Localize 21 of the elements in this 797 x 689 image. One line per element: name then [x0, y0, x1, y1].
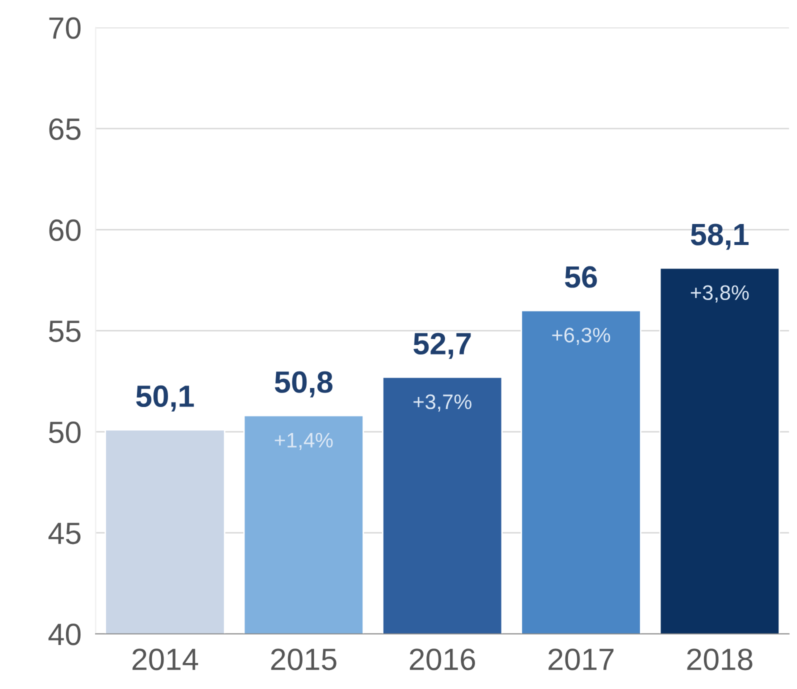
y-tick-label: 40 — [48, 624, 81, 646]
y-tick-label: 70 — [49, 17, 81, 39]
y-tick-label: 45 — [48, 522, 80, 544]
annotation: +3,7% — [414, 394, 472, 412]
data-label: 56 — [564, 266, 597, 288]
x-tick-label: 2015 — [271, 648, 336, 670]
x-tick-label: 2016 — [410, 648, 475, 670]
annotation: +3,8% — [690, 285, 749, 302]
x-tick-label: 2014 — [132, 648, 198, 670]
x-tick-label: 2017 — [548, 648, 614, 670]
data-label: 50,1 — [136, 385, 194, 412]
data-label: 52,7 — [414, 332, 471, 359]
y-tick-label: 50 — [48, 422, 81, 444]
x-tick-label: 2018 — [687, 648, 752, 670]
y-tick-label: 55 — [48, 320, 80, 342]
annotation: +1,4% — [274, 432, 333, 450]
data-label: 50,8 — [274, 371, 332, 398]
y-tick-label: 65 — [49, 118, 80, 140]
data-label: 58,1 — [690, 224, 749, 250]
y-tick-label: 60 — [49, 219, 81, 242]
annotation: +6,3% — [552, 328, 610, 345]
